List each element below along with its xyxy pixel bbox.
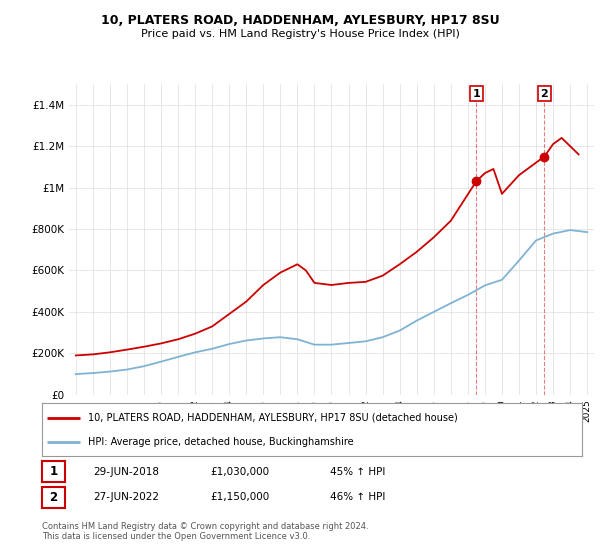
Text: 45% ↑ HPI: 45% ↑ HPI — [330, 466, 385, 477]
Text: HPI: Average price, detached house, Buckinghamshire: HPI: Average price, detached house, Buck… — [88, 437, 353, 447]
Text: 1: 1 — [49, 465, 58, 478]
Text: £1,030,000: £1,030,000 — [210, 466, 269, 477]
Text: 10, PLATERS ROAD, HADDENHAM, AYLESBURY, HP17 8SU (detached house): 10, PLATERS ROAD, HADDENHAM, AYLESBURY, … — [88, 413, 458, 423]
Text: Price paid vs. HM Land Registry's House Price Index (HPI): Price paid vs. HM Land Registry's House … — [140, 29, 460, 39]
Text: 10, PLATERS ROAD, HADDENHAM, AYLESBURY, HP17 8SU: 10, PLATERS ROAD, HADDENHAM, AYLESBURY, … — [101, 14, 499, 27]
Text: £1,150,000: £1,150,000 — [210, 492, 269, 502]
Text: 2: 2 — [49, 491, 58, 504]
Text: Contains HM Land Registry data © Crown copyright and database right 2024.
This d: Contains HM Land Registry data © Crown c… — [42, 522, 368, 542]
Text: 29-JUN-2018: 29-JUN-2018 — [93, 466, 159, 477]
Text: 46% ↑ HPI: 46% ↑ HPI — [330, 492, 385, 502]
Text: 2: 2 — [541, 88, 548, 99]
Text: 27-JUN-2022: 27-JUN-2022 — [93, 492, 159, 502]
Text: 1: 1 — [472, 88, 480, 99]
